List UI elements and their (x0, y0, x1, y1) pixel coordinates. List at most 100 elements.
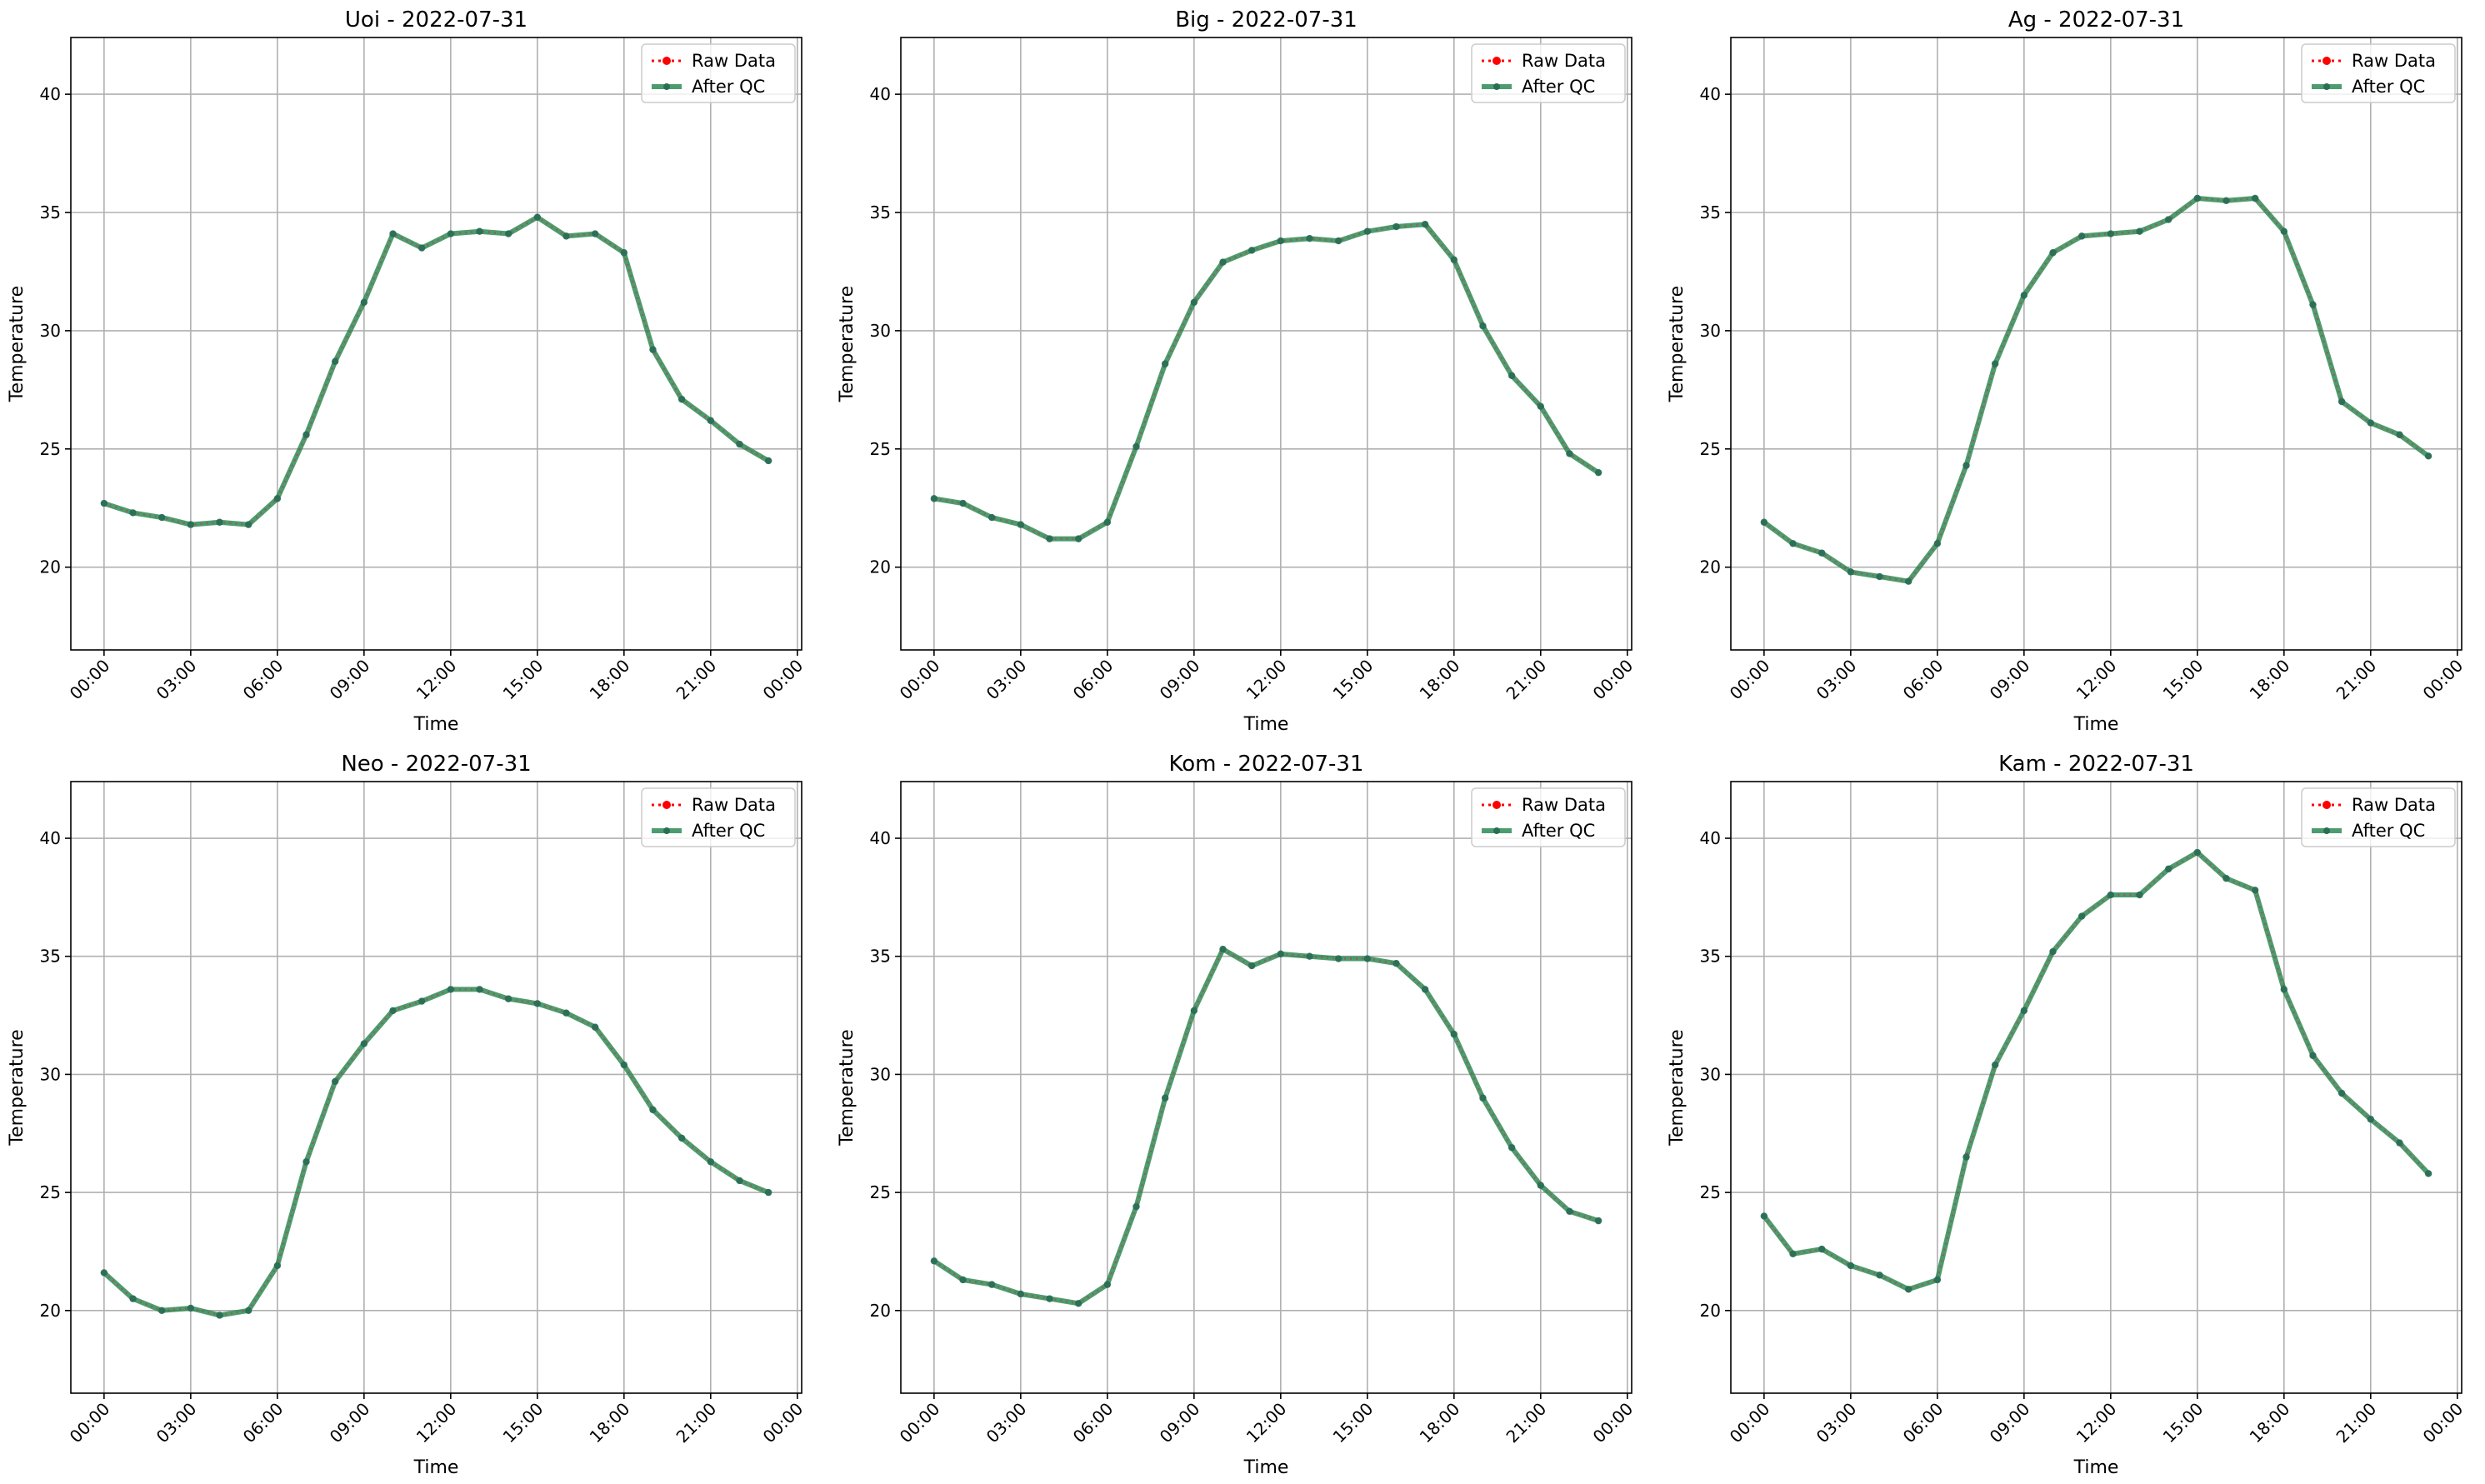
data-point (1161, 1094, 1169, 1102)
legend-raw-label: Raw Data (692, 795, 776, 815)
x-tick-label: 18:00 (2246, 1399, 2294, 1447)
series-line-raw-data (103, 988, 769, 1317)
data-point (1933, 540, 1942, 547)
x-tick-label: 00:00 (2419, 656, 2468, 704)
legend: Raw Data After QC (641, 787, 796, 847)
data-point (533, 213, 542, 221)
data-point (2020, 1007, 2028, 1015)
x-tick-label: 06:00 (239, 1399, 288, 1447)
y-tick-label: 30 (1700, 1064, 1721, 1084)
x-tick-label: 12:00 (2072, 656, 2121, 704)
data-point (360, 1040, 368, 1047)
data-point (707, 417, 715, 424)
data-point (2078, 232, 2086, 240)
x-axis-label: Time (413, 1457, 459, 1478)
data-point (2396, 1139, 2403, 1147)
data-point (504, 995, 512, 1002)
x-tick-label: 00:00 (2419, 1399, 2468, 1447)
data-point (2280, 227, 2288, 235)
data-point (959, 499, 967, 507)
chart-title: Ag - 2022-07-31 (2008, 7, 2184, 32)
y-tick-label: 30 (870, 321, 891, 341)
data-point (1962, 1153, 1970, 1161)
data-point (1190, 1007, 1198, 1015)
y-tick-label: 35 (1700, 947, 1721, 967)
y-tick-label: 30 (40, 321, 61, 341)
x-tick-label: 06:00 (1069, 656, 1118, 704)
x-tick-label: 00:00 (896, 1399, 944, 1447)
data-point (2078, 912, 2086, 920)
x-axis-label: Time (1243, 1457, 1289, 1478)
data-point (562, 232, 570, 240)
data-point (1876, 572, 1883, 581)
data-point (1074, 1300, 1082, 1307)
x-tick-label: 00:00 (896, 656, 944, 704)
legend-qc-marker (1493, 827, 1500, 834)
data-point (1450, 1031, 1458, 1038)
data-point (1789, 1250, 1797, 1257)
x-tick-label: 00:00 (759, 656, 808, 704)
data-point (959, 1276, 967, 1284)
data-point (1046, 535, 1053, 542)
chart-title: Uoi - 2022-07-31 (345, 7, 528, 32)
data-point (1248, 247, 1256, 254)
x-tick-label: 06:00 (239, 656, 288, 704)
data-point (129, 1295, 137, 1302)
legend-qc-marker (2323, 827, 2330, 834)
legend: Raw Data After QC (641, 43, 796, 103)
data-point (129, 509, 137, 517)
y-axis-label: Temperature (7, 286, 28, 402)
x-tick-label: 18:00 (586, 656, 634, 704)
data-point (1566, 1207, 1573, 1215)
y-tick-label: 20 (40, 557, 61, 577)
data-point (302, 431, 310, 438)
data-point (1363, 227, 1372, 235)
data-point (1508, 372, 1516, 380)
legend-qc-label: After QC (2352, 77, 2425, 97)
y-tick-label: 20 (1700, 1301, 1721, 1321)
data-point (1847, 568, 1855, 576)
y-tick-label: 25 (870, 1182, 891, 1202)
data-point (1421, 220, 1429, 228)
data-point (620, 249, 628, 257)
data-point (533, 1000, 542, 1007)
x-tick-label: 09:00 (1156, 656, 1204, 704)
series-line-raw-data (1763, 197, 2429, 583)
x-axis-label: Time (2073, 714, 2119, 735)
legend-qc-marker (663, 83, 670, 90)
x-tick-label: 21:00 (672, 656, 721, 704)
x-tick-label: 21:00 (1502, 1399, 1551, 1447)
data-point (1306, 235, 1313, 242)
series-line-raw-data (1762, 851, 2430, 1291)
axes-frame (70, 781, 802, 1394)
x-tick-label: 03:00 (982, 1399, 1031, 1447)
y-tick-label: 20 (40, 1301, 61, 1321)
legend-raw-label: Raw Data (1522, 795, 1606, 815)
data-point (1991, 1061, 1999, 1069)
x-tick-label: 21:00 (672, 1399, 721, 1447)
data-point (2280, 986, 2288, 993)
data-point (1508, 1144, 1516, 1152)
y-axis-label: Temperature (7, 1029, 28, 1146)
data-point (1450, 256, 1458, 263)
x-tick-label: 09:00 (1986, 656, 2034, 704)
data-point (100, 499, 108, 507)
data-point (2424, 452, 2432, 460)
data-point (2222, 197, 2230, 205)
data-point (1566, 450, 1573, 457)
x-tick-label: 12:00 (412, 656, 461, 704)
x-axis-label: Time (413, 714, 459, 735)
chart-panel: 20 25 30 35 40 00:00 03:00 06:00 09:00 12:00 15:00… (1667, 7, 2467, 735)
data-point (504, 230, 512, 237)
x-tick-label: 09:00 (1986, 1399, 2034, 1447)
legend-qc-label: After QC (692, 821, 765, 841)
data-point (1132, 442, 1140, 451)
x-tick-label: 12:00 (1242, 1399, 1291, 1447)
x-tick-label: 15:00 (499, 1399, 548, 1447)
data-point (1760, 1212, 1768, 1220)
x-tick-label: 06:00 (1899, 656, 1948, 704)
data-point (591, 1023, 599, 1031)
data-point (331, 1077, 339, 1086)
data-point (649, 1106, 657, 1114)
data-point (2020, 292, 2028, 299)
